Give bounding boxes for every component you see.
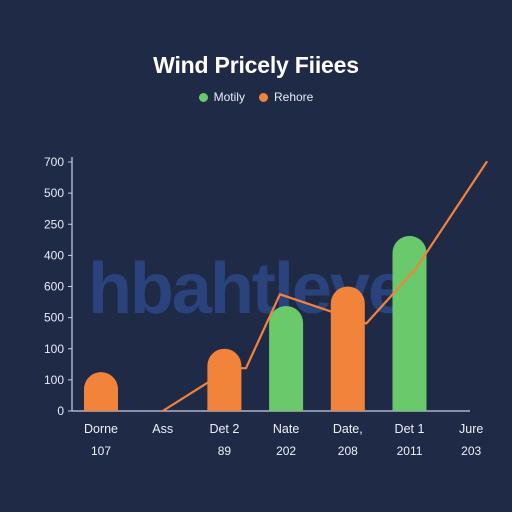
legend-label-motily: Motily xyxy=(213,90,245,104)
x-category-sublabel: 89 xyxy=(218,444,232,458)
y-tick-label: 700 xyxy=(44,155,64,169)
y-tick-label: 500 xyxy=(44,311,64,325)
chart-title: Wind Pricely Fiiees xyxy=(153,52,359,78)
x-category-sublabel: 107 xyxy=(91,444,111,458)
x-category-sublabel: 2011 xyxy=(397,444,423,458)
y-tick-label: 500 xyxy=(44,186,64,200)
legend-dot-orange xyxy=(258,92,268,102)
bar xyxy=(330,286,365,411)
x-category-label: Det 2 xyxy=(209,422,239,436)
x-category-label: Det 1 xyxy=(395,422,425,436)
y-tick-label: 400 xyxy=(44,248,64,262)
x-category-label: Jure xyxy=(459,422,483,436)
legend-item-motily: Motily xyxy=(198,90,245,104)
y-tick-label: 100 xyxy=(44,342,64,356)
x-category-sublabel: 202 xyxy=(276,444,296,458)
legend: Motily Rehore xyxy=(0,90,512,104)
bar xyxy=(207,348,242,411)
legend-label-rehore: Rehore xyxy=(273,90,314,104)
bar xyxy=(84,372,118,411)
line-series xyxy=(161,160,488,413)
y-tick-label: 250 xyxy=(44,217,64,231)
x-category-sublabel: 203 xyxy=(461,444,481,458)
x-category-label: Date, xyxy=(333,422,363,436)
x-category-label: Nate xyxy=(273,422,299,436)
x-category-sublabel: 208 xyxy=(338,444,358,458)
bar xyxy=(269,305,304,411)
y-tick-label: 600 xyxy=(44,280,64,294)
x-category-label: Dorne xyxy=(84,422,118,436)
y-tick-label: 100 xyxy=(44,373,64,387)
x-category-label: Ass xyxy=(152,422,173,436)
y-tick-label: 0 xyxy=(57,404,64,418)
legend-item-rehore: Rehore xyxy=(258,90,314,104)
legend-dot-green xyxy=(198,92,208,102)
bar xyxy=(392,235,427,411)
